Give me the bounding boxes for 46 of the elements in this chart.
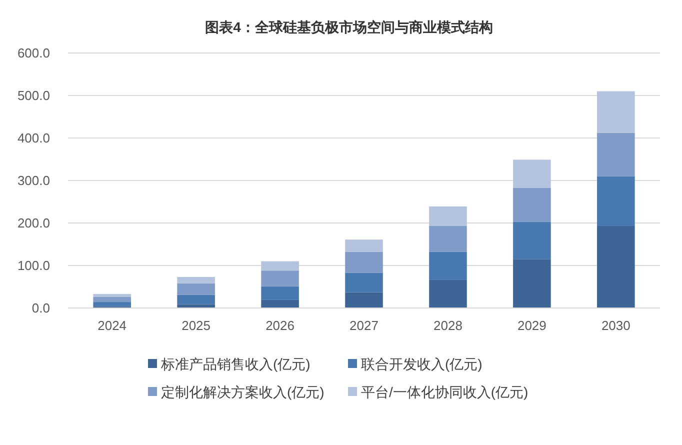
- bar: [597, 176, 635, 226]
- bar: [513, 160, 551, 188]
- bar: [261, 286, 299, 300]
- y-tick-label: 100.0: [17, 258, 50, 274]
- legend-label: 标准产品销售收入(亿元): [160, 356, 310, 372]
- bar: [93, 296, 131, 302]
- bar: [345, 240, 383, 252]
- bar: [429, 280, 467, 308]
- bar: [93, 302, 131, 306]
- y-tick-label: 0.0: [32, 300, 50, 316]
- bar: [177, 283, 215, 295]
- y-tick-label: 300.0: [17, 173, 50, 188]
- legend-label: 平台/一体化协同收入(亿元): [361, 384, 528, 400]
- y-tick-label: 500.0: [17, 88, 50, 104]
- bar: [597, 226, 635, 308]
- bar: [93, 294, 131, 297]
- bar: [345, 272, 383, 292]
- bar: [513, 222, 551, 260]
- bar: [177, 294, 215, 304]
- x-tick-label: 2030: [601, 318, 630, 333]
- x-tick-label: 2028: [434, 318, 462, 333]
- bar: [429, 226, 467, 252]
- bar: [429, 252, 467, 280]
- bar: [513, 188, 551, 222]
- bar: [597, 91, 635, 133]
- bar: [597, 132, 635, 176]
- y-tick-label: 600.0: [17, 46, 50, 61]
- legend-label: 联合开发收入(亿元): [361, 356, 482, 372]
- y-tick-label: 400.0: [17, 130, 50, 146]
- bar: [345, 292, 383, 308]
- bar: [261, 270, 299, 286]
- bar: [345, 252, 383, 273]
- x-tick-label: 2029: [517, 318, 546, 333]
- bar: [261, 300, 299, 308]
- x-tick-label: 2024: [98, 318, 127, 333]
- bar: [177, 304, 215, 308]
- bar: [513, 259, 551, 308]
- x-tick-label: 2026: [266, 318, 294, 333]
- legend-label: 定制化解决方案收入(亿元): [161, 384, 324, 400]
- x-tick-label: 2025: [182, 318, 211, 333]
- chart-title: 图表4：全球硅基负极市场空间与商业模式结构: [205, 19, 493, 35]
- bar: [177, 276, 215, 284]
- x-tick-label: 2027: [350, 318, 378, 333]
- bar: [261, 261, 299, 271]
- y-tick-label: 200.0: [17, 216, 50, 231]
- bar: [429, 206, 467, 226]
